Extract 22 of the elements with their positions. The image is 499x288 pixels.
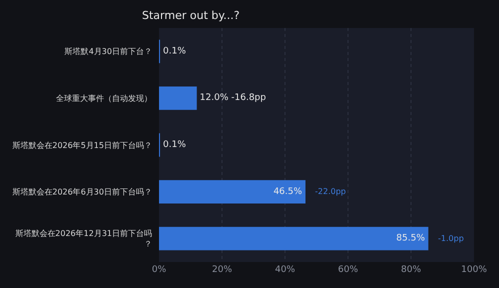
data-label: 0.1%	[163, 46, 186, 56]
y-tick-label: 斯塔默4月30日前下台？	[64, 47, 152, 56]
bar	[159, 86, 197, 110]
annotation: -1.0pp	[438, 234, 464, 243]
x-tick-label: 80%	[400, 265, 422, 275]
data-label: 12.0% -16.8pp	[200, 93, 266, 104]
y-tick-label: 全球重大事件（自动发现）	[56, 94, 152, 103]
y-tick-label: 斯塔默会在2026年6月30日前下台吗？	[12, 188, 152, 197]
x-tick-label: 20%	[212, 265, 232, 275]
x-tick-label: 60%	[338, 265, 358, 275]
data-label: 85.5%	[396, 234, 426, 244]
bar	[159, 226, 428, 250]
annotation: -22.0pp	[315, 187, 346, 196]
y-tick-label: 斯塔默会在2026年12月31日前下台吗？	[15, 229, 152, 249]
data-label: 0.1%	[163, 140, 186, 150]
bar	[159, 180, 306, 204]
data-label: 46.5%	[273, 186, 302, 197]
x-tick-label: 40%	[274, 265, 296, 275]
x-tick-label: 100%	[461, 265, 488, 275]
x-tick-label: 0%	[152, 265, 167, 275]
chart-title: Starmer out by...?	[142, 9, 240, 22]
y-tick-label: 斯塔默会在2026年5月15日前下台吗？	[12, 140, 152, 150]
